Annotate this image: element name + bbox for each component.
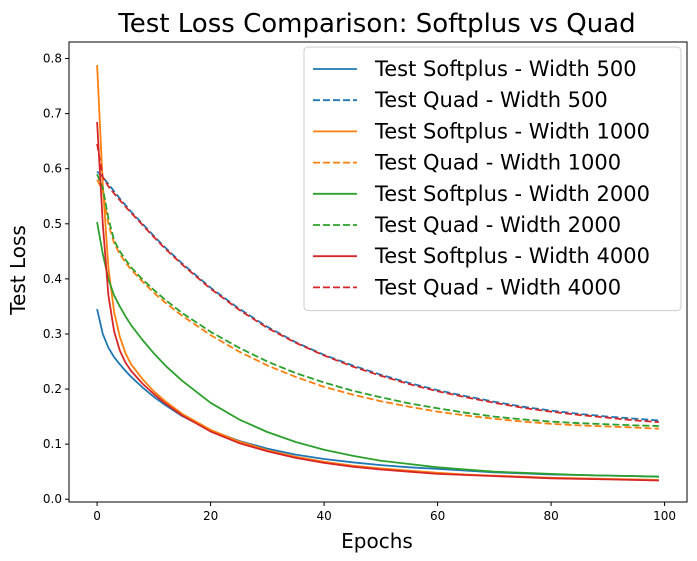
legend-entry: Test Quad - Width 500 [374, 88, 608, 112]
series-line-test-quad-width-4000 [96, 143, 659, 423]
x-tick-label: 0 [93, 509, 101, 523]
y-tick-label: 0.0 [43, 492, 62, 506]
legend-frame [303, 46, 682, 312]
plot-area [96, 65, 659, 482]
series-line-test-softplus-width-4000 [96, 121, 659, 482]
legend: Test Softplus - Width 500 Test Quad - Wid… [303, 46, 682, 312]
x-tick-label: 40 [316, 509, 331, 523]
y-tick-label: 0.7 [43, 107, 62, 121]
plot-frame [68, 41, 688, 503]
x-tick-label: 80 [543, 509, 558, 523]
y-tick-label: 0.4 [43, 272, 62, 286]
legend-entry: Test Softplus - Width 1000 [374, 119, 650, 143]
y-tick-label: 0.1 [43, 437, 62, 451]
legend-entry: Test Softplus - Width 4000 [374, 244, 650, 268]
legend-entry: Test Softplus - Width 2000 [374, 182, 650, 206]
legend-entry: Test Quad - Width 1000 [374, 151, 621, 175]
y-tick-label: 0.6 [43, 162, 62, 176]
x-tick-label: 20 [203, 509, 218, 523]
x-tick-label: 100 [653, 509, 676, 523]
y-axis-label: Test Loss [6, 225, 30, 316]
x-tick-label: 60 [430, 509, 445, 523]
y-tick-label: 0.3 [43, 327, 62, 341]
legend-entry: Test Quad - Width 2000 [374, 213, 621, 237]
legend-entry: Test Softplus - Width 500 [374, 57, 637, 81]
x-axis-ticks: 0 20 40 60 80 100 [93, 502, 676, 523]
series-line-test-quad-width-500 [96, 170, 659, 422]
x-axis-label: Epochs [341, 529, 413, 553]
chart-title: Test Loss Comparison: Softplus vs Quad [117, 9, 635, 39]
series-line-test-quad-width-1000 [96, 179, 659, 430]
y-tick-label: 0.2 [43, 382, 62, 396]
y-axis-ticks: 0.0 0.1 0.2 0.3 0.4 0.5 0.6 0.7 0.8 [43, 52, 69, 506]
y-tick-label: 0.8 [43, 52, 62, 66]
legend-entry: Test Quad - Width 4000 [374, 275, 621, 299]
y-tick-label: 0.5 [43, 217, 62, 231]
series-line-test-softplus-width-500 [96, 308, 659, 478]
series-line-test-quad-width-2000 [96, 173, 659, 427]
series-line-test-softplus-width-2000 [96, 221, 659, 478]
